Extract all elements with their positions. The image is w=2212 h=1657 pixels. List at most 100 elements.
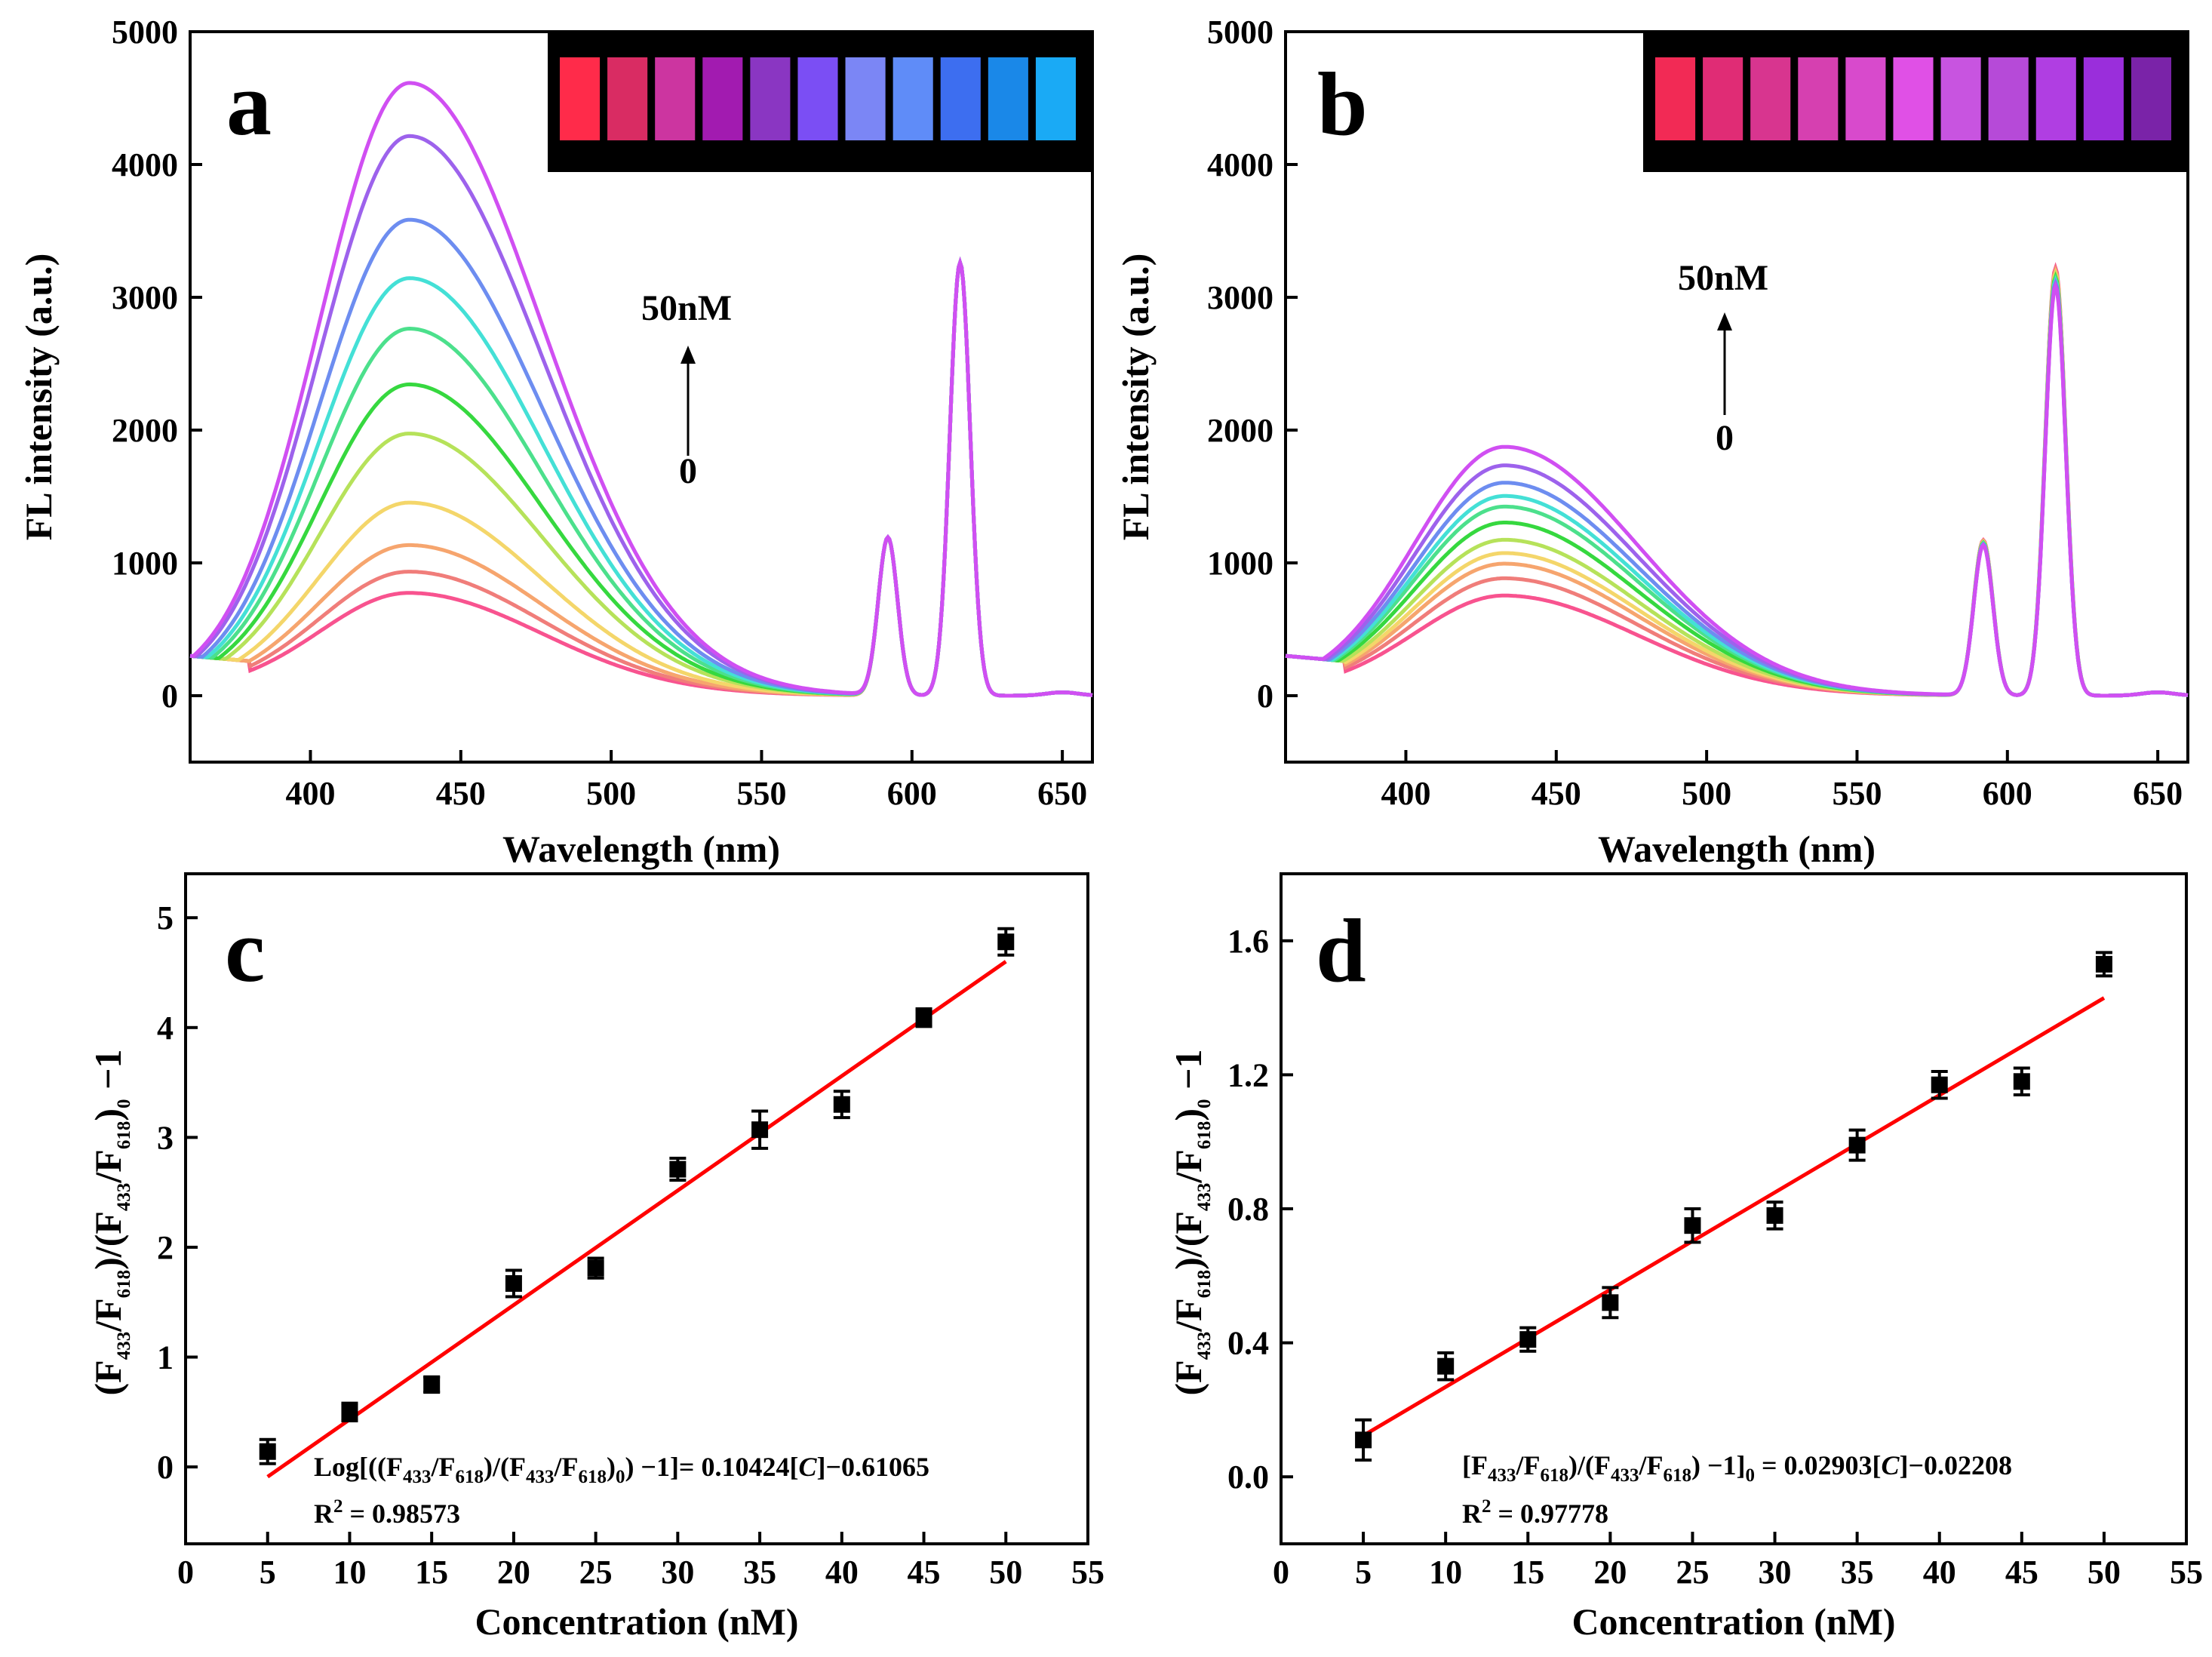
panel-a-inset-swatch-5 [797,57,838,140]
panel-d-r2: R2 = 0.97778 [1462,1496,1608,1529]
panel-b-inset-swatch-9 [2083,57,2124,140]
panel-d-ytick-label-0: 0.0 [1227,1459,1269,1496]
panel-b-ytick-label-2: 2000 [1207,412,1273,449]
panel-b-inset [1643,32,2188,172]
panel-a-inset [548,32,1092,172]
panel-c-plot [259,927,1015,1479]
panel-c-xtick-label-2: 10 [333,1554,366,1591]
panel-a-inset-swatch-10 [1035,57,1076,140]
panel-b-inset-swatch-8 [2035,57,2076,140]
panel-d-point-8 [2013,1073,2030,1090]
panel-b-series-10 [1285,281,2189,698]
panel-b-series-1 [1285,263,2189,698]
panel-d-plot [1355,951,2112,1462]
panel-b-inset-swatch-1 [1703,57,1743,140]
panel-c-point-5 [669,1161,687,1178]
panel-a-inset-swatch-4 [750,57,791,140]
panel-b-ytick-label-5: 5000 [1207,14,1273,51]
panel-c-ytick-label-2: 2 [157,1229,174,1266]
panel-b-ticks: 400 450 500 550 600 650 0 1000 2000 3000 4000 5000 [1207,14,2183,812]
panel-c-label: c [225,900,265,1001]
panel-d-xtick-label-2: 10 [1429,1554,1462,1591]
panel-a-xtick-label-1: 450 [436,775,486,812]
panel-c-xtick-label-3: 15 [415,1554,448,1591]
panel-c-xtick-label-4: 20 [497,1554,530,1591]
panel-b-inset-swatch-7 [1988,57,2029,140]
panel-b-ylabel: FL intensity (a.u.) [1114,254,1157,541]
panel-a: 400 450 500 550 600 650010002000300040005000 … [17,14,1094,870]
panel-c-point-6 [751,1121,769,1139]
panel-d-frame [1280,872,2188,1545]
panel-b-inset-swatch-0 [1655,57,1696,140]
panel-b-xtick-label-3: 550 [1832,775,1882,812]
panel-a-arrow-annotation: 50nM 0 [641,288,732,491]
panel-a-inset-swatch-3 [702,57,743,140]
panel-c-xtick-label-11: 55 [1071,1554,1104,1591]
panel-a-inset-swatch-7 [892,57,933,140]
panel-a-inset-swatch-8 [940,57,981,140]
panel-d-equation: [F433/F618)/(F433/F618) −1]0 = 0.02903[C… [1462,1450,2012,1486]
panel-b-series-5 [1285,271,2189,698]
panel-c-xtick-label-7: 35 [743,1554,776,1591]
panel-d-xtick-label-6: 30 [1759,1554,1792,1591]
panel-b-inset-swatch-10 [2131,57,2171,140]
panel-b-ytick-label-0: 0 [1257,678,1273,715]
panel-b-xlabel: Wavelength (nm) [1598,828,1876,870]
panel-b-annot-top: 50nM [1678,258,1768,298]
panel-a-xtick-label-0: 400 [285,775,335,812]
panel-c-point-0 [259,1443,276,1460]
panel-c-ytick-label-4: 4 [157,1010,174,1047]
panel-d-point-2 [1519,1331,1537,1348]
panel-b-series-0 [1285,262,2189,698]
panel-b-arrow-head [1717,312,1732,330]
panel-b-ytick-label-1: 1000 [1207,545,1273,582]
panel-b-annot-bottom: 0 [1716,418,1734,458]
panel-b-xtick-label-1: 450 [1532,775,1581,812]
panel-d-ytick-label-4: 1.6 [1227,923,1269,960]
panel-a-xtick-label-4: 600 [887,775,937,812]
panel-a-inset-swatch-0 [560,57,601,140]
panel-d-label: d [1316,900,1366,1001]
panel-b-inset-swatch-2 [1750,57,1791,140]
panel-d-point-1 [1437,1357,1455,1375]
panel-d-xtick-label-9: 45 [2005,1554,2038,1591]
panel-d-point-0 [1355,1431,1372,1449]
panel-a-inset-swatch-2 [655,57,696,140]
panel-b-ytick-label-4: 4000 [1207,146,1273,183]
panel-d-xtick-label-0: 0 [1273,1554,1289,1591]
panel-d-xtick-label-1: 5 [1355,1554,1372,1591]
panel-d-point-9 [2095,955,2112,973]
panel-d-point-7 [1931,1076,1948,1093]
panel-c-point-4 [587,1259,604,1277]
panel-d-fit-line [1362,996,2106,1437]
panel-d-xtick-label-8: 40 [1923,1554,1956,1591]
panel-a-xlabel: Wavelength (nm) [502,828,780,870]
panel-b-series-6 [1285,273,2189,698]
panel-b-series-7 [1285,275,2189,698]
panel-d-xtick-label-3: 15 [1511,1554,1544,1591]
panel-a-inset-swatch-1 [607,57,648,140]
panel-b-label: b [1317,54,1368,154]
panel-c-ytick-label-5: 5 [157,899,174,936]
panel-d-ytick-label-2: 0.8 [1227,1191,1269,1228]
panel-c-xtick-label-1: 5 [260,1554,276,1591]
panel-c-point-3 [505,1274,522,1292]
panel-b-series-3 [1285,267,2189,698]
panel-a-ticks: 400 450 500 550 600 650 0 1000 2000 3000 4000 5000 [112,14,1087,812]
panel-a-ytick-label-5: 5000 [112,14,178,51]
panel-d-ytick-label-1: 0.4 [1227,1325,1269,1362]
panel-a-ytick-label-3: 3000 [112,279,178,316]
panel-a-arrow-head [680,346,696,364]
panel-a-ytick-label-2: 2000 [112,412,178,449]
panel-b-series-9 [1285,278,2189,698]
panel-d-ytick-label-3: 1.2 [1227,1056,1269,1093]
panel-a-series-10 [189,81,1093,698]
panel-d-point-5 [1766,1207,1783,1224]
panel-a-xtick-label-5: 650 [1037,775,1087,812]
panel-a-ytick-label-4: 4000 [112,146,178,183]
panel-b-series-4 [1285,269,2189,698]
panel-b-series-2 [1285,266,2189,698]
